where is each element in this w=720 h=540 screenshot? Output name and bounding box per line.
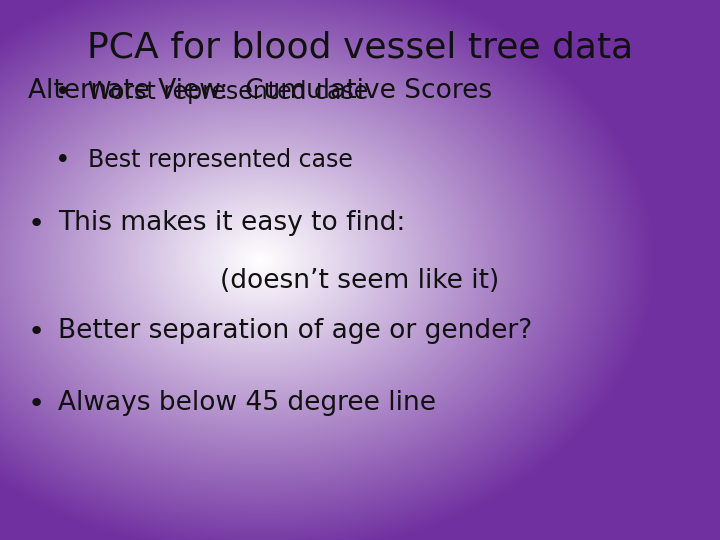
Text: PCA for blood vessel tree data: PCA for blood vessel tree data — [87, 30, 633, 64]
Text: •: • — [28, 318, 45, 346]
Text: Always below 45 degree line: Always below 45 degree line — [58, 390, 436, 416]
Text: Better separation of age or gender?: Better separation of age or gender? — [58, 318, 532, 344]
Text: Worst represented case: Worst represented case — [88, 80, 368, 104]
Text: •: • — [28, 210, 45, 238]
Text: •: • — [55, 148, 71, 174]
Text: Alternate View:  Cumulative Scores: Alternate View: Cumulative Scores — [28, 78, 492, 104]
Text: •: • — [55, 80, 71, 106]
Text: (doesn’t seem like it): (doesn’t seem like it) — [220, 268, 500, 294]
Text: Best represented case: Best represented case — [88, 148, 353, 172]
Text: •: • — [28, 390, 45, 418]
Text: This makes it easy to find:: This makes it easy to find: — [58, 210, 405, 236]
